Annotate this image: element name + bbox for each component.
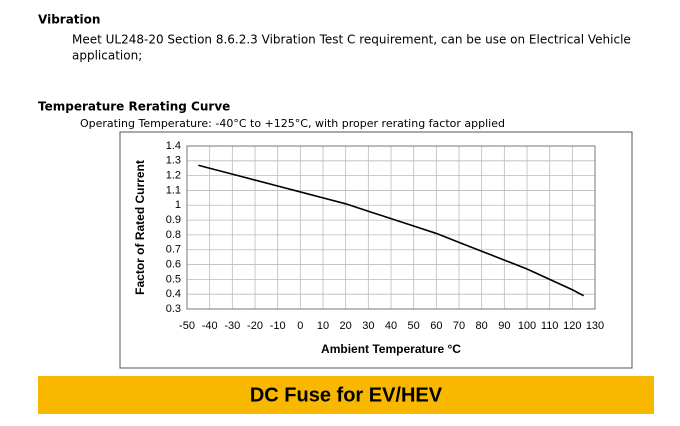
x-tick-label: 80 [476, 320, 488, 332]
y-tick-label: 0.5 [166, 273, 181, 285]
x-tick-label: 20 [340, 320, 352, 332]
x-tick-label: -40 [202, 320, 218, 332]
y-tick-label: 1.2 [166, 170, 181, 182]
y-tick-label: 0.4 [166, 288, 181, 300]
x-tick-label: -20 [247, 320, 263, 332]
section-text: application; [72, 49, 142, 63]
x-tick-label: 50 [408, 320, 420, 332]
banner [38, 376, 654, 414]
x-tick-label: 40 [385, 320, 397, 332]
chart-title: Temperature Rerating Curve [38, 100, 230, 114]
y-tick-label: 0.3 [166, 303, 181, 315]
x-tick-label: -10 [270, 320, 286, 332]
x-tick-label: 90 [498, 320, 510, 332]
y-tick-label: 1.4 [166, 140, 181, 152]
data-line [198, 164, 585, 297]
x-tick-label: 70 [453, 320, 465, 332]
x-tick-label: -50 [179, 320, 195, 332]
y-tick-label: 1.3 [166, 155, 181, 167]
x-tick-label: 120 [563, 320, 581, 332]
x-axis-label: Ambient Temperature °C [321, 342, 461, 356]
section-heading: Vibration [38, 13, 100, 27]
chart-frame [119, 131, 633, 369]
x-tick-label: 130 [586, 320, 604, 332]
chart-subtitle: Operating Temperature: -40°C to +125°C, … [80, 117, 505, 130]
y-tick-label: 0.8 [166, 229, 181, 241]
y-tick-label: 0.6 [166, 258, 181, 270]
x-tick-label: 100 [518, 320, 536, 332]
banner-text: DC Fuse for EV/HEV [250, 384, 443, 406]
x-tick-label: 60 [430, 320, 442, 332]
y-tick-label: 0.9 [166, 214, 181, 226]
x-tick-label: -30 [224, 320, 240, 332]
y-axis-label: Factor of Rated Current [133, 160, 147, 295]
x-tick-label: 10 [317, 320, 329, 332]
section-text: Meet UL248-20 Section 8.6.2.3 Vibration … [72, 33, 631, 47]
y-tick-label: 1.1 [166, 184, 181, 196]
x-tick-label: 30 [362, 320, 374, 332]
y-tick-label: 0.7 [166, 244, 181, 256]
x-tick-label: 110 [541, 320, 559, 332]
y-tick-label: 1 [175, 199, 181, 211]
plot-area [186, 145, 596, 310]
x-tick-label: 0 [297, 320, 303, 332]
